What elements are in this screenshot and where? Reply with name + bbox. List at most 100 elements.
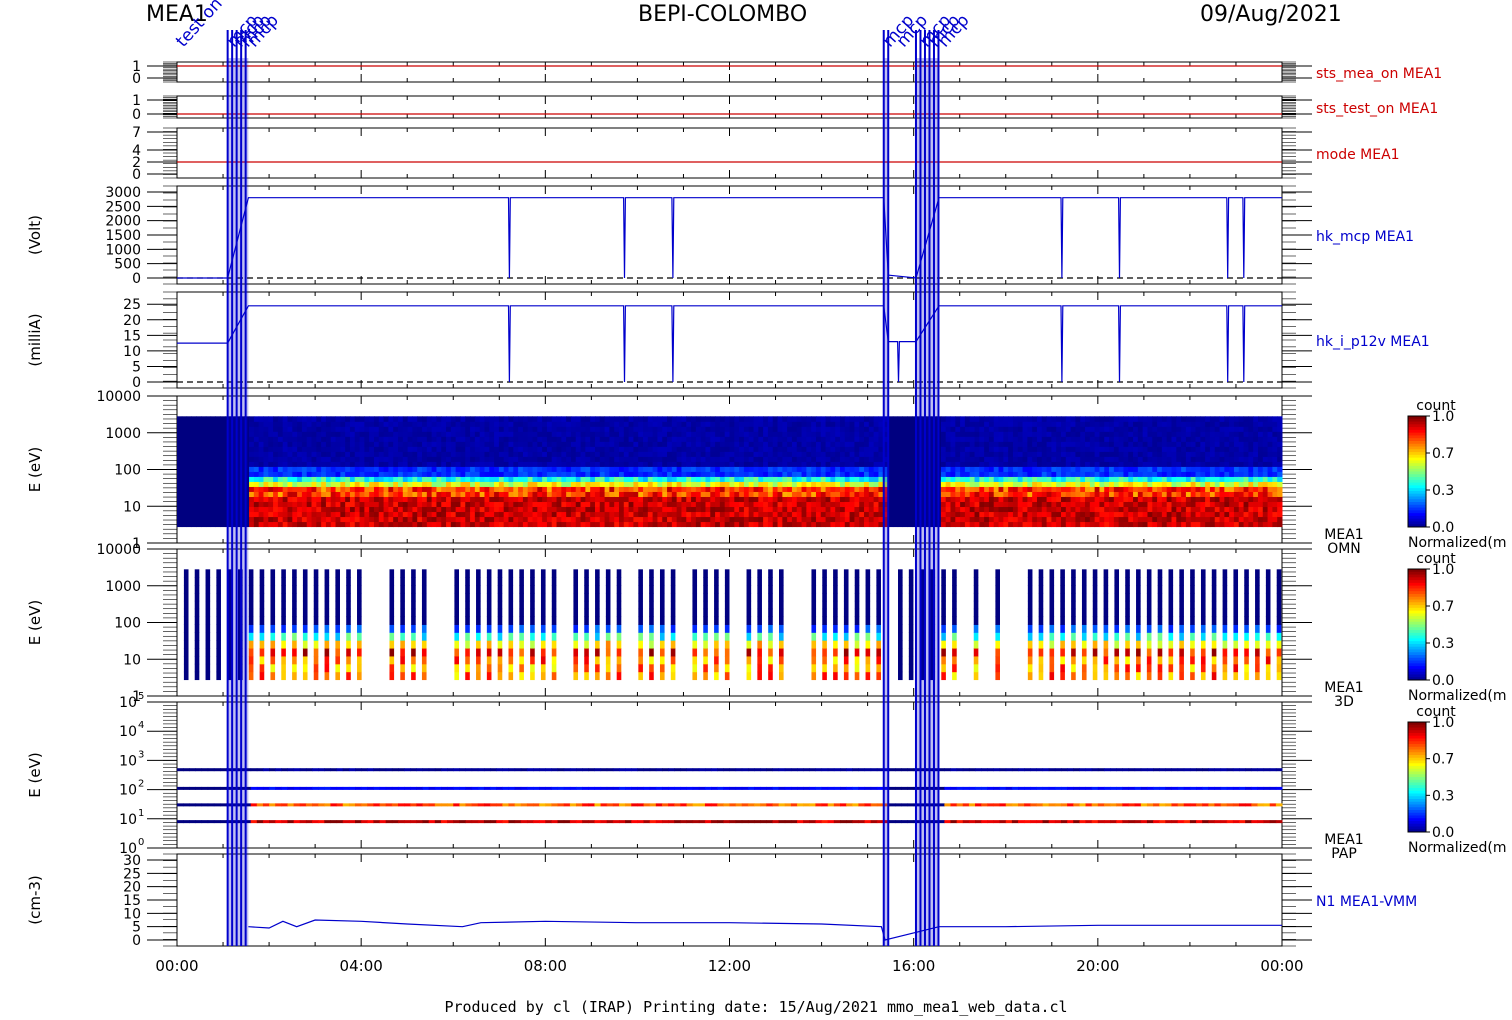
spectro-cell xyxy=(465,476,471,482)
spectro-cell xyxy=(273,521,279,528)
spectro-cell xyxy=(1104,426,1110,432)
spectro-cell xyxy=(1036,511,1043,518)
spectro-cell xyxy=(988,461,995,467)
spectro-cell xyxy=(710,456,716,462)
spectro-cell xyxy=(763,506,769,513)
spectro-cell xyxy=(739,471,745,477)
spectro-cell xyxy=(378,456,385,462)
spectro-cell xyxy=(1085,416,1091,422)
spectro-cell xyxy=(301,506,308,513)
spectro-cell xyxy=(570,466,577,472)
spectro-cell xyxy=(739,451,745,457)
spectro-cell xyxy=(349,476,356,482)
spectro-cell xyxy=(383,456,389,462)
spectro-cell xyxy=(282,486,288,492)
spectro-cell xyxy=(1027,521,1033,528)
spectro-cell xyxy=(210,501,216,508)
spectro-cell xyxy=(825,416,831,422)
spectro-cell xyxy=(282,506,288,513)
spectro-cell xyxy=(1104,456,1110,462)
spectro-cell xyxy=(566,501,572,508)
spectro-cell xyxy=(671,441,678,447)
spectro-cell xyxy=(489,496,495,503)
spectro-cell xyxy=(993,421,1000,427)
spectro-cell xyxy=(950,451,956,457)
spectro-cell xyxy=(282,466,288,472)
spectro-cell xyxy=(273,511,279,518)
spectro-cell xyxy=(1089,416,1096,422)
spectro-cell xyxy=(551,501,558,508)
spectro-cell xyxy=(835,431,841,437)
spectro-cell xyxy=(849,486,855,492)
spectro-cell xyxy=(191,481,197,487)
spectro-cell xyxy=(840,476,846,482)
spectro-cell xyxy=(388,506,394,513)
spectro-cell xyxy=(263,516,269,523)
spectro-cell xyxy=(181,496,188,503)
spectro-cell xyxy=(359,481,365,487)
spectro-cell xyxy=(662,461,668,467)
spectro-cell xyxy=(1032,496,1038,503)
spectro-cell xyxy=(455,461,461,467)
spectro-cell xyxy=(201,466,207,472)
spectro-cell xyxy=(988,516,995,523)
spectro-cell xyxy=(719,511,726,518)
spectro-cell xyxy=(844,456,851,462)
spectro-cell xyxy=(306,511,313,518)
spectro-cell xyxy=(854,476,860,482)
spectro-cell xyxy=(695,511,702,518)
spectro-cell xyxy=(1012,466,1019,472)
spectro-cell xyxy=(604,506,610,513)
spectro-cell xyxy=(974,486,980,492)
spectro-cell xyxy=(724,481,730,487)
spectro-cell xyxy=(407,516,413,523)
spectro-cell xyxy=(220,471,226,477)
spectro-cell xyxy=(801,491,807,497)
spectro-cell xyxy=(402,481,409,487)
spectro-cell xyxy=(383,496,389,503)
spectro-cell xyxy=(1041,446,1048,452)
spectro-cell xyxy=(594,506,601,513)
spectro-cell xyxy=(868,466,875,472)
spectro-cell xyxy=(460,426,466,432)
spectro-cell xyxy=(330,486,337,492)
spectro-cell xyxy=(1094,426,1100,432)
spectro-cell xyxy=(1061,521,1067,528)
spectro-cell xyxy=(518,426,524,432)
spectro-cell xyxy=(772,496,779,503)
spectro-cell xyxy=(614,436,620,442)
spectro-cell xyxy=(1051,436,1057,442)
spectro-cell xyxy=(369,486,375,492)
spectro-cell xyxy=(345,416,351,422)
spectro-cell xyxy=(604,516,610,523)
spectro-cell xyxy=(1123,496,1129,503)
spectro-cell xyxy=(292,511,298,518)
spectro-cell xyxy=(1075,441,1081,447)
spectro-cell xyxy=(186,471,192,477)
spectro-cell xyxy=(1041,451,1048,457)
spectro-cell xyxy=(277,446,284,452)
y-tick-label: 0 xyxy=(132,167,141,183)
spectro-cell xyxy=(551,416,558,422)
spectro-cell xyxy=(297,416,303,422)
spectro-cell xyxy=(330,416,337,422)
spectro-cell xyxy=(253,521,260,528)
spectro-cell xyxy=(647,506,654,513)
spectro-cell xyxy=(1128,471,1134,477)
spectro-cell xyxy=(811,496,817,503)
spectro-cell xyxy=(671,416,678,422)
spectro-cell xyxy=(628,456,634,462)
spectro-cell xyxy=(1070,471,1076,477)
spectro-cell xyxy=(489,486,495,492)
spectro-cell xyxy=(330,491,337,497)
spectro-cell xyxy=(244,446,250,452)
spectro-cell xyxy=(849,506,855,513)
spectro-cell xyxy=(273,436,279,442)
spectro-cell xyxy=(1036,501,1043,508)
spectro-cell xyxy=(393,436,399,442)
spectro-cell xyxy=(777,471,783,477)
spectro-cell xyxy=(825,521,831,528)
spectro-cell xyxy=(335,521,341,528)
spectro-cell xyxy=(984,441,990,447)
spectro-cell xyxy=(796,521,803,528)
